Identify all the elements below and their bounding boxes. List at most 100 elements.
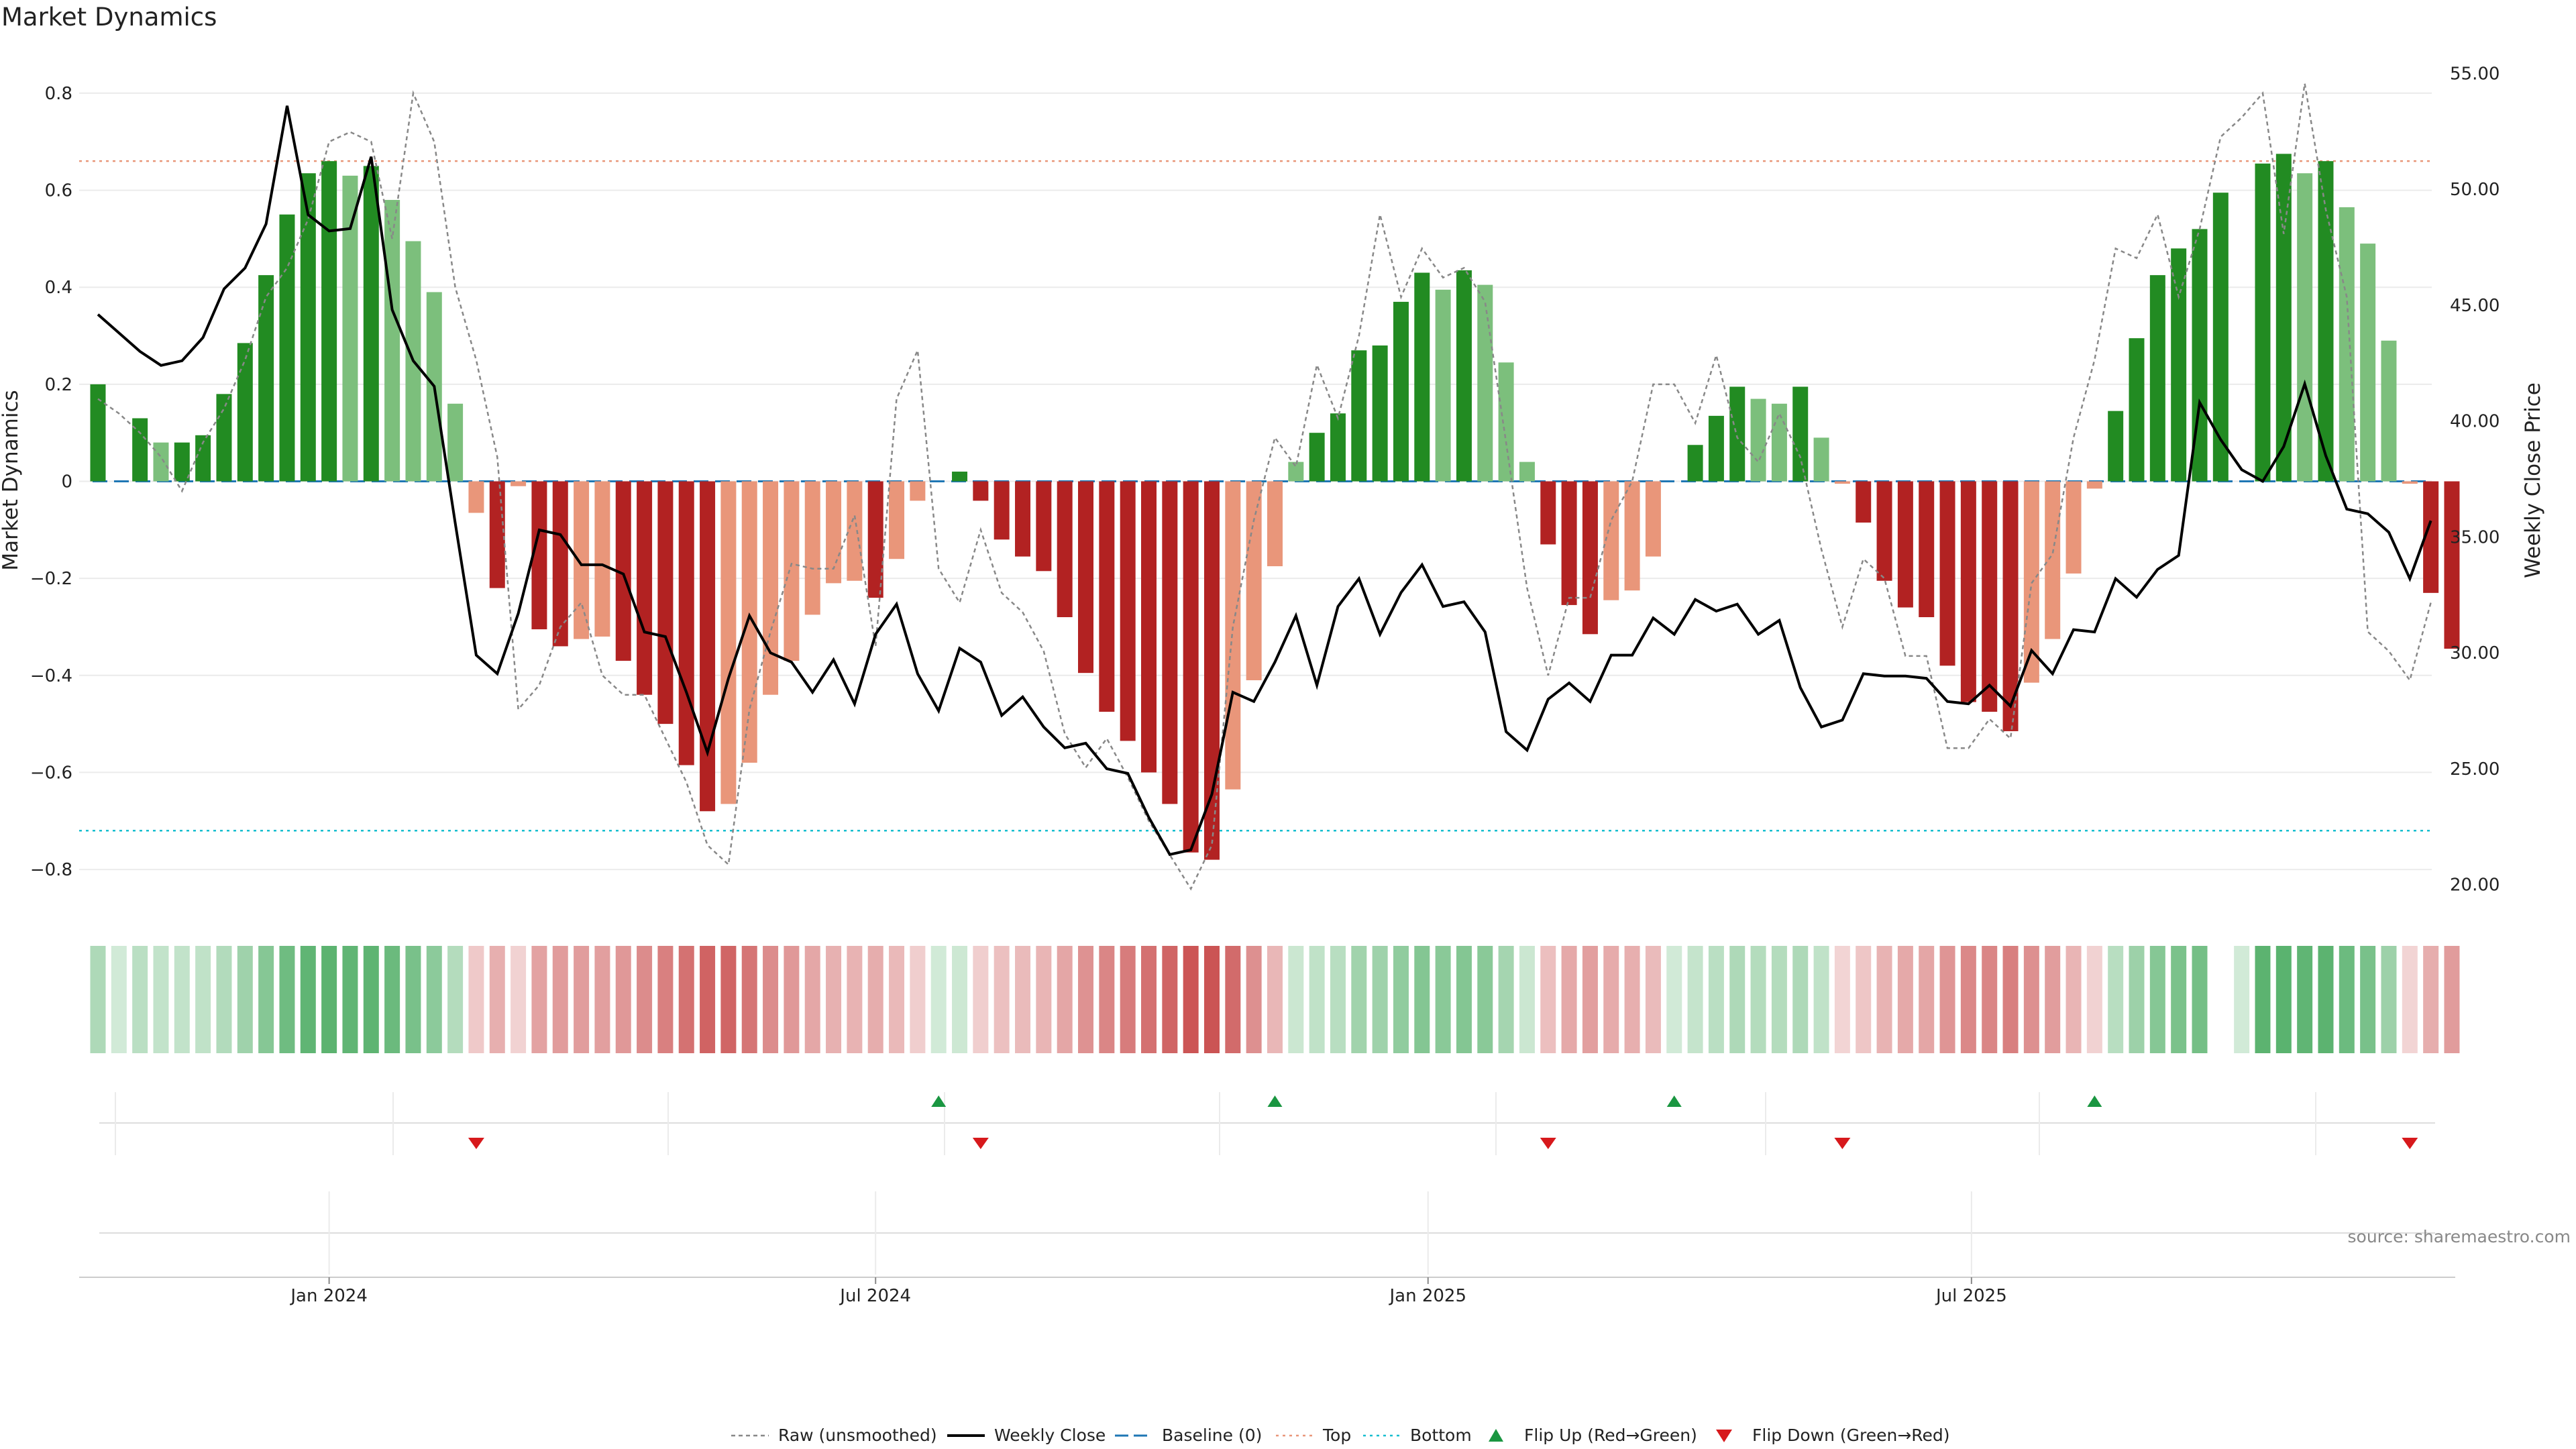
heat-cell [2192,946,2208,1053]
heat-cell [1183,946,1199,1053]
heat-cell [447,946,464,1053]
flip-down-marker [972,1138,989,1149]
dynamics-bar [1687,445,1703,482]
heat-cell [1246,946,1262,1053]
heat-cell [763,946,779,1053]
heat-cell [1982,946,1998,1053]
dynamics-bar [552,481,568,647]
heat-cell [910,946,926,1053]
heat-cell [2149,946,2165,1053]
dynamics-bar [574,481,590,639]
heat-cell [2045,946,2061,1053]
flip-up-marker [931,1095,947,1107]
y-tick-label: 0.6 [45,181,72,201]
dynamics-bar [973,481,989,501]
heat-cell [1162,946,1178,1053]
heat-cell [153,946,169,1053]
heat-cell [2255,946,2271,1053]
heat-cell [1750,946,1766,1053]
dynamics-bar [889,481,905,559]
heat-cell [826,946,842,1053]
y-tick-label: −0.8 [30,860,72,880]
dynamics-bar [784,481,800,661]
dynamics-bar [2108,411,2124,482]
heat-cell [657,946,674,1053]
dynamics-bar [1414,272,1430,482]
heat-cell [1477,946,1493,1053]
dynamics-bar [2065,481,2082,574]
raw-series [97,83,2432,891]
heat-cell [1414,946,1430,1053]
dynamics-bar [1162,481,1178,804]
heat-cell [1267,946,1283,1053]
heat-cell [804,946,820,1053]
heat-cell [889,946,905,1053]
heat-cell [2423,946,2439,1053]
dynamics-bar [1477,284,1493,482]
dynamics-bar [1624,481,1640,591]
dynamics-bar [637,481,653,695]
heat-cell [1897,946,1913,1053]
dynamics-bar [615,481,631,661]
dynamics-bar [468,481,484,513]
heat-cell [405,946,421,1053]
y2-tick-label: 25.00 [2450,759,2500,780]
regime-heat-strip [90,946,2460,1053]
dynamics-bar [363,166,379,482]
y-tick-label: −0.2 [30,569,72,589]
dynamics-bar [1876,481,1892,581]
dynamics-bar [2360,244,2376,482]
heat-cell [720,946,737,1053]
heat-cell [1351,946,1367,1053]
heat-cell [2297,946,2313,1053]
heat-cell [1498,946,1514,1053]
heat-cell [847,946,863,1053]
dynamics-bar [2086,481,2102,489]
legend-item-top: Top [1276,1426,1351,1445]
y2-tick-label: 55.00 [2450,64,2500,84]
dynamics-bar [321,161,337,482]
heat-cell [300,946,316,1053]
heat-cell [1582,946,1598,1053]
heat-cell [321,946,337,1053]
heat-cell [1960,946,1976,1053]
legend-label: Top [1322,1426,1351,1445]
dynamics-bar [2381,340,2397,482]
heat-cell [994,946,1010,1053]
y2-tick-label: 40.00 [2450,412,2500,432]
heat-cell [111,946,127,1053]
y2-tick-label: 35.00 [2450,527,2500,547]
legend-item-bottom: Bottom [1363,1426,1472,1445]
flip-up-marker [1267,1095,1283,1107]
heat-cell [1099,946,1115,1053]
heat-cell [2002,946,2019,1053]
dynamics-bar [1078,481,1094,674]
heat-cell [342,946,358,1053]
x-axis: Jan 2024 Jul 2024 Jan 2025 Jul 2025 [79,1277,2455,1306]
heat-cell [1834,946,1850,1053]
heat-cell [1687,946,1703,1053]
y-tick-label: 0.8 [45,84,72,104]
heat-cell [867,946,883,1053]
heat-cell [1330,946,1346,1053]
dynamics-bar [1120,481,1136,741]
raw-line [97,83,2432,891]
right-y-axis: 55.00 50.00 45.00 40.00 35.00 30.00 25.00 20.00 [2450,64,2500,895]
heat-cell [973,946,989,1053]
dynamics-bar [153,442,169,482]
dynamics-bar [1456,270,1472,482]
heat-cell [1519,946,1535,1053]
dynamics-bar [2297,173,2313,482]
dynamics-bar [447,403,464,482]
dynamics-bar [1372,345,1388,482]
x-tick-label: Jan 2025 [1388,1286,1466,1306]
flip-down-marker [2402,1138,2418,1149]
dynamics-bar [804,481,820,615]
heat-cell [384,946,400,1053]
dynamics-bar [1330,413,1346,482]
legend-label: Flip Down (Green→Red) [1752,1426,1950,1445]
dynamics-bar [847,481,863,581]
x-tick-label: Jul 2025 [1935,1286,2007,1306]
dynamics-bar [1099,481,1115,712]
